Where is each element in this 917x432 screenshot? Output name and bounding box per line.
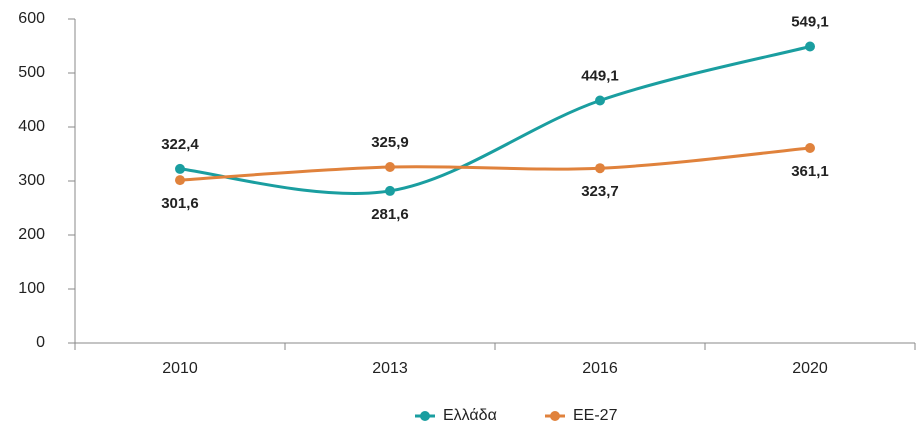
legend-label: ΕΕ-27: [573, 407, 618, 424]
x-tick-label: 2010: [162, 360, 198, 377]
data-label: 549,1: [791, 13, 829, 30]
y-tick-label: 100: [18, 280, 45, 297]
marker: [595, 163, 605, 174]
x-tick-label: 2013: [372, 360, 408, 377]
line: [179, 146, 811, 182]
marker: [385, 185, 395, 196]
y-tick-label: 0: [36, 334, 45, 351]
x-tick-label: 2020: [792, 360, 828, 377]
data-label: 281,6: [371, 206, 409, 223]
data-label: 361,1: [791, 163, 829, 180]
marker: [175, 163, 185, 174]
legend-label: Ελλάδα: [443, 407, 497, 424]
marker: [385, 162, 395, 173]
marker: [595, 95, 605, 106]
data-label: 322,4: [161, 136, 199, 153]
y-tick-label: 300: [18, 172, 45, 189]
marker: [805, 41, 815, 52]
legend-marker: [420, 411, 430, 421]
y-tick-label: 500: [18, 64, 45, 81]
marker: [805, 143, 815, 154]
data-label: 449,1: [581, 67, 619, 84]
line: [179, 45, 811, 195]
y-tick-label: 600: [18, 10, 45, 27]
y-tick-label: 200: [18, 226, 45, 243]
data-label: 323,7: [581, 183, 619, 200]
x-tick-label: 2016: [582, 360, 618, 377]
y-tick-label: 400: [18, 118, 45, 135]
marker: [175, 175, 185, 186]
data-label: 301,6: [161, 195, 199, 212]
legend-marker: [550, 411, 560, 421]
data-label: 325,9: [371, 134, 409, 151]
